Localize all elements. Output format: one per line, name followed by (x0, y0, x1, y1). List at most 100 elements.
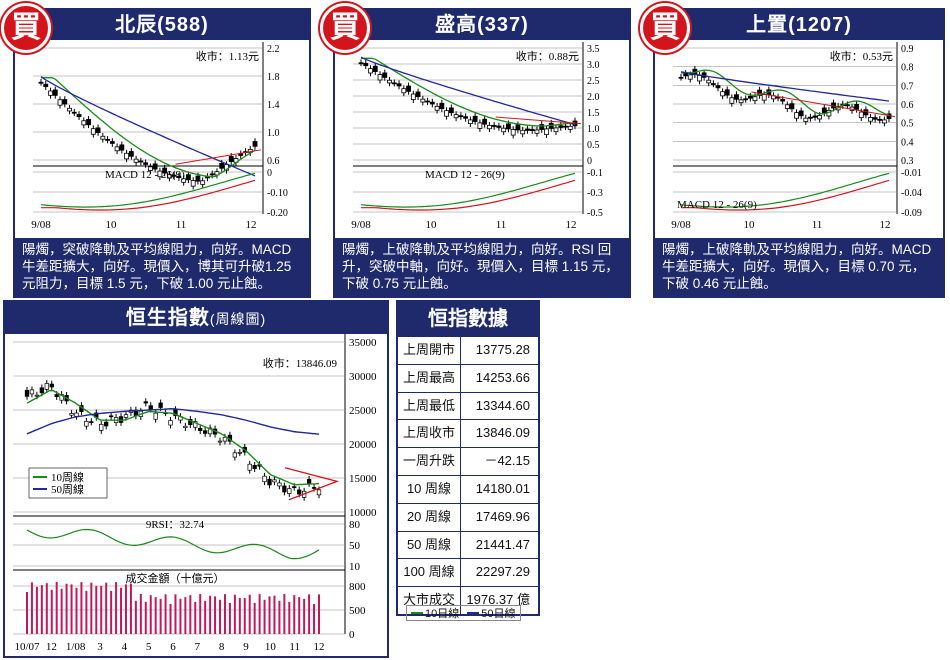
candle (76, 114, 82, 118)
price-tick-label: 0.7 (901, 81, 914, 92)
volume-bar (120, 587, 123, 634)
table-key: 上周開市 (398, 337, 461, 364)
volume-bar (26, 592, 28, 634)
candle (724, 89, 730, 96)
x-tick-label: 9/08 (351, 219, 371, 231)
x-tick-label: 8 (219, 641, 225, 653)
volume-bar (159, 598, 162, 634)
candle (89, 421, 94, 423)
x-tick-label: 12 (314, 641, 325, 653)
price-tick-label: 1.8 (267, 72, 280, 83)
x-tick-label: 9/08 (671, 219, 691, 231)
candle (181, 178, 187, 183)
macd-tick-label: 0 (267, 168, 272, 179)
volume-bar (75, 587, 78, 634)
volume-bar (134, 600, 137, 634)
volume-bar (105, 582, 108, 634)
x-tick-label: 6 (170, 641, 176, 653)
stock-panel-2: 盛高(337) 3.5 3.0 2.5 2.0 1.5 1.0 0.5 0 -0.1 -0.3 -0… (333, 8, 631, 298)
candle (434, 105, 440, 111)
candle (501, 127, 507, 133)
volume-bar (238, 597, 241, 634)
volume-tick-label: 800 (349, 581, 366, 593)
volume-bar (60, 588, 63, 634)
x-tick-label: 4 (122, 641, 128, 653)
macd-tick-label: -0.04 (901, 188, 922, 199)
candle (482, 118, 488, 125)
candle (287, 488, 292, 494)
price-tick-label: 15000 (349, 473, 377, 485)
candle (316, 489, 322, 496)
legend-box (28, 467, 108, 499)
candle (539, 124, 545, 130)
resistance-line (495, 116, 582, 125)
candle (44, 383, 49, 390)
price-tick-label: 20000 (349, 439, 377, 451)
x-tick-label: 11 (496, 219, 507, 231)
table-row: 上周最低 13344.60 (398, 391, 538, 420)
candle (190, 180, 196, 187)
candle (377, 74, 383, 81)
candle (780, 99, 786, 102)
stock-title-2: 盛高(337) (335, 10, 629, 40)
x-tick-label: 10 (265, 641, 277, 653)
rsi-label: 9RSI：32.74 (146, 519, 205, 531)
volume-tick-label: 500 (349, 605, 366, 617)
candle (567, 125, 573, 130)
table-value: 13846.09 (475, 425, 530, 441)
candle (252, 141, 258, 147)
table-row: 100 周線 22297.29 (398, 558, 538, 587)
price-tick-label: 0.8 (901, 63, 914, 74)
candle (143, 162, 149, 165)
volume-bar (243, 597, 246, 634)
candle (406, 85, 411, 92)
macd-tick-label: -0.5 (587, 208, 603, 219)
candle (553, 127, 559, 133)
volume-bar (209, 595, 212, 634)
candle (267, 478, 272, 486)
candle (363, 62, 369, 67)
table-key: 100 周線 (398, 559, 461, 587)
candle (821, 107, 827, 114)
volume-bar (273, 595, 276, 634)
price-tick-label: 0.3 (901, 156, 914, 167)
volume-bar (50, 589, 53, 634)
volume-bar (85, 590, 88, 634)
buy-badge-icon-1: 買 (1, 3, 51, 53)
macd-tick-label: -0.1 (587, 168, 603, 179)
candle (683, 73, 689, 77)
table-row: 10 周線 14180.01 (398, 474, 538, 503)
candle (743, 98, 749, 101)
candle (306, 479, 312, 484)
candle (186, 174, 191, 181)
table-value: 14253.66 (475, 369, 530, 385)
candle (420, 98, 426, 103)
table-value: －42.15 (484, 453, 530, 469)
volume-bar (35, 586, 38, 634)
candle (86, 119, 91, 126)
candle (34, 394, 40, 397)
volume-bar (110, 590, 113, 634)
volume-bar (204, 600, 207, 634)
candle (247, 463, 252, 471)
buy-badge-icon-2: 買 (320, 3, 370, 53)
macd-tick-label: -0.10 (267, 188, 288, 199)
macd-line (680, 172, 890, 208)
candle (720, 91, 725, 97)
candle (472, 115, 478, 122)
candle (710, 83, 716, 85)
stock-title-1: 北辰(588) (15, 10, 309, 40)
volume-label: 成交金額（十億元） (126, 571, 225, 585)
x-tick-label: 3 (97, 641, 103, 653)
legend-swatch-50d (467, 612, 480, 614)
volume-bar (124, 584, 127, 634)
candle (114, 146, 120, 152)
candle (232, 452, 238, 458)
volume-bar (293, 595, 296, 634)
candle (534, 129, 540, 134)
close-label: 收市：0.88元 (516, 49, 579, 63)
candle (881, 119, 887, 124)
candle (563, 125, 568, 128)
price-tick-label: 0.4 (901, 137, 914, 148)
price-tick-label: 2.0 (587, 92, 600, 103)
